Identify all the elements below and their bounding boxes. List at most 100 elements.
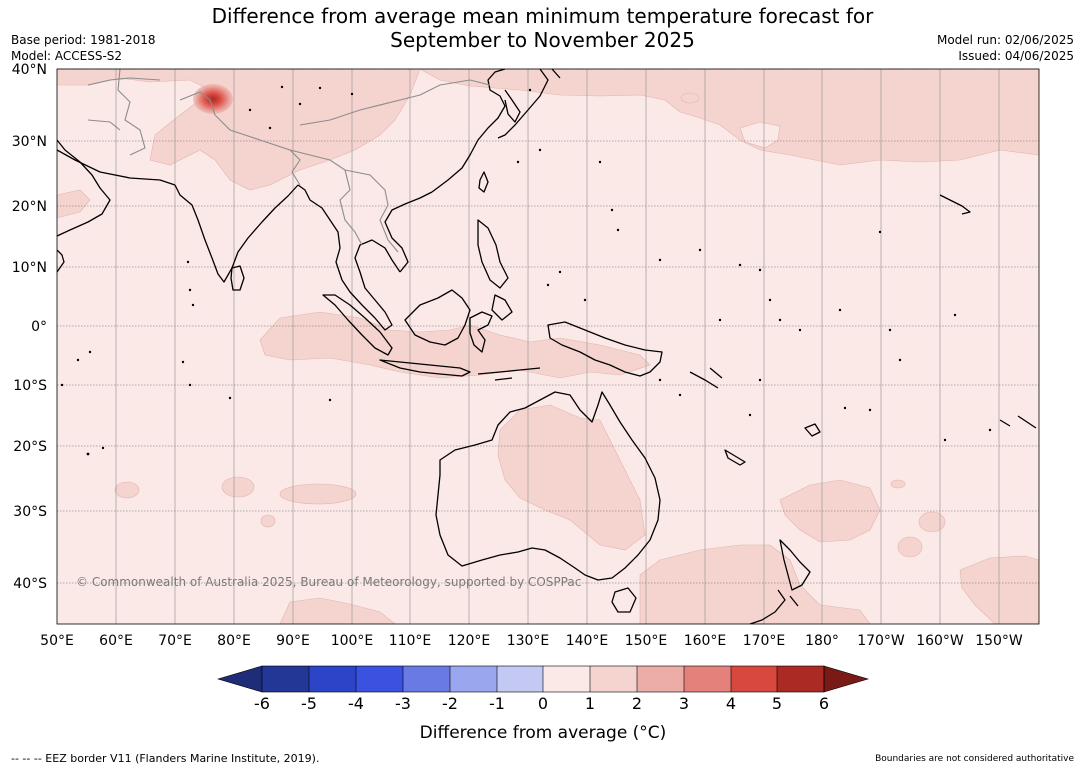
anomaly-region-small-4 xyxy=(221,476,255,498)
coastline-sulawesi xyxy=(469,311,493,353)
coastline-sri-lanka xyxy=(230,265,245,291)
lat-labels: 40°N 30°N 20°N 10°N 0° 10°S 20°S 30°S 40… xyxy=(12,62,47,592)
colorbar-bin-4 xyxy=(731,666,777,692)
coastline-indochina xyxy=(384,191,433,273)
coastline-japan xyxy=(497,69,561,139)
coastline-sumatra xyxy=(322,294,393,356)
anomaly-region-small-2 xyxy=(260,514,276,528)
meta-left: Base period: 1981-2018 Model: ACCESS-S2 xyxy=(11,32,156,64)
lon-label-60e: 60°E xyxy=(99,633,133,649)
coastline-fiji xyxy=(804,423,821,437)
lon-label-140e: 140°E xyxy=(566,633,609,649)
model-text: Model: ACCESS-S2 xyxy=(11,49,123,63)
coastline-lesser-sunda xyxy=(477,367,541,381)
coastline-india xyxy=(174,184,299,283)
lon-label-160w: 160°W xyxy=(916,633,964,649)
map-frame xyxy=(56,68,1040,625)
anomaly-region-southwest xyxy=(279,597,396,624)
lat-label-0: 0° xyxy=(31,319,47,335)
colorbar-tick-label: -5 xyxy=(301,694,317,713)
coastline-solomons xyxy=(689,367,723,389)
lon-label-80e: 80°E xyxy=(217,633,251,649)
lat-label-10n: 10°N xyxy=(12,260,47,276)
lon-label-70e: 70°E xyxy=(158,633,192,649)
meta-right: Model run: 02/06/2025 Issued: 04/06/2025 xyxy=(937,32,1074,64)
coastline-tasmania xyxy=(611,587,637,613)
lon-label-150w: 150°W xyxy=(975,633,1023,649)
colorbar-tick-label: -4 xyxy=(348,694,364,713)
anomaly-region-southeast-pacific xyxy=(959,555,1039,624)
anomaly-region-small-7 xyxy=(890,479,906,489)
colorbar-tick-label: -1 xyxy=(489,694,505,713)
anomaly-region-small-3 xyxy=(279,483,357,505)
colorbar-bin-m5 xyxy=(309,666,356,692)
colorbar-bin-5 xyxy=(777,666,824,692)
lon-label-120e: 120°E xyxy=(448,633,491,649)
anomaly-region-south-pacific xyxy=(779,479,881,543)
boundaries-disclaimer: Boundaries are not considered authoritat… xyxy=(875,754,1074,764)
lon-label-160e: 160°E xyxy=(684,633,727,649)
coastline-borneo xyxy=(404,289,471,346)
colorbar-tick-label: -6 xyxy=(254,694,270,713)
lon-labels: 50°E 60°E 70°E 80°E 90°E 100°E 110°E 120… xyxy=(40,633,1023,649)
coastline-malay-peninsula xyxy=(341,239,401,331)
graticule xyxy=(115,69,1000,624)
anomaly-region-australia xyxy=(497,404,646,551)
issued-text: Issued: 04/06/2025 xyxy=(958,49,1074,63)
colorbar-tick-label: 5 xyxy=(772,694,782,713)
lon-label-130e: 130°E xyxy=(507,633,550,649)
colorbar-bin-3 xyxy=(684,666,731,692)
anomaly-region-small-8 xyxy=(680,92,700,104)
anomaly-region-maritime xyxy=(259,311,651,379)
island-dots xyxy=(60,85,992,456)
anomaly-region-small-1 xyxy=(114,481,140,499)
coastline-french-polynesia xyxy=(999,415,1037,429)
anomaly-region-small-6 xyxy=(918,511,946,533)
coastline-new-zealand-south xyxy=(749,589,799,624)
coastlines xyxy=(57,69,1037,624)
colorbar-bin-m3 xyxy=(403,666,450,692)
eez-border-note: -- -- -- EEZ border V11 (Flanders Marine… xyxy=(11,752,320,765)
colorbar-bin-m6 xyxy=(262,666,309,692)
lat-label-20n: 20°N xyxy=(12,199,47,215)
lon-label-170e: 170°E xyxy=(743,633,786,649)
lat-label-20s: 20°S xyxy=(13,439,47,455)
coastline-china xyxy=(431,69,506,193)
lon-label-180: 180° xyxy=(805,633,839,649)
map-title-line1: Difference from average mean minimum tem… xyxy=(211,4,874,28)
coastline-arabia xyxy=(57,139,111,237)
coastline-hawaii xyxy=(939,194,971,215)
coastline-bay-of-bengal xyxy=(297,184,343,281)
map-title-line2: September to November 2025 xyxy=(390,28,695,52)
lat-label-40n: 40°N xyxy=(12,62,47,78)
colorbar-tick-label: 3 xyxy=(679,694,689,713)
anomaly-hole-north-pacific xyxy=(739,121,781,149)
colorbar-tick-label: 2 xyxy=(632,694,642,713)
anomaly-hotspot-himalaya xyxy=(193,84,233,114)
anomaly-region-tasman xyxy=(639,544,871,624)
colorbar-tick-label: 0 xyxy=(538,694,548,713)
colorbar-tick-label: -3 xyxy=(395,694,411,713)
coastline-iran-pakistan xyxy=(57,149,176,186)
colorbar-under-arrow xyxy=(216,665,263,693)
lon-label-90e: 90°E xyxy=(276,633,310,649)
lat-label-10s: 10°S xyxy=(13,378,47,394)
model-run-text: Model run: 02/06/2025 xyxy=(936,33,1074,47)
colorbar-tick-label: 4 xyxy=(726,694,736,713)
coastline-philippines xyxy=(477,219,513,321)
lat-label-40s: 40°S xyxy=(13,576,47,592)
colorbar: -6 -5 -4 -3 -2 -1 0 1 2 3 4 5 6 Differen… xyxy=(216,665,870,743)
coastline-java xyxy=(379,359,471,377)
lat-label-30s: 30°S xyxy=(13,504,47,520)
coastline-taiwan xyxy=(478,171,489,193)
colorbar-bin-m2 xyxy=(450,666,497,692)
anomaly-region-north-pacific xyxy=(419,69,1039,166)
colorbar-bin-0 xyxy=(543,666,590,692)
colorbar-tick-label: 6 xyxy=(819,694,829,713)
colorbar-over-arrow xyxy=(823,665,870,693)
colorbar-title: Difference from average (°C) xyxy=(420,723,667,743)
colorbar-bin-1 xyxy=(590,666,637,692)
anomaly-region-small-5 xyxy=(897,536,923,558)
coastline-new-zealand-north xyxy=(779,539,811,591)
